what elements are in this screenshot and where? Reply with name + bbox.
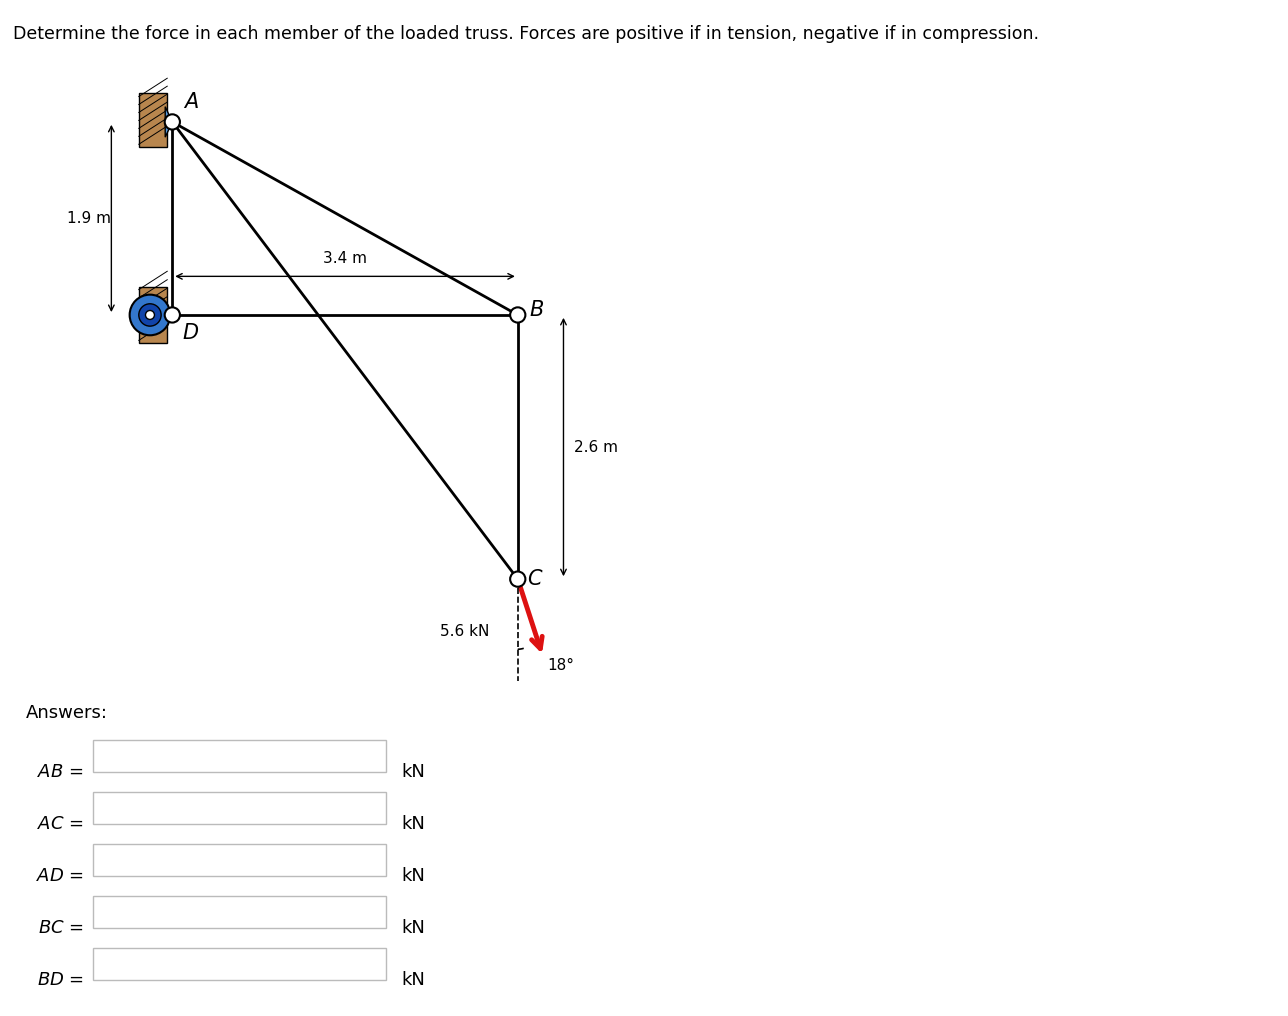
- Text: 5.6 kN: 5.6 kN: [440, 625, 489, 639]
- Text: kN: kN: [402, 919, 426, 937]
- Circle shape: [510, 571, 526, 587]
- Bar: [93, 896, 386, 929]
- Text: Determine the force in each member of the loaded truss. Forces are positive if i: Determine the force in each member of th…: [13, 25, 1039, 44]
- Text: kN: kN: [402, 815, 426, 833]
- Polygon shape: [165, 107, 173, 137]
- Text: kN: kN: [402, 868, 426, 885]
- Text: 1.9 m: 1.9 m: [67, 211, 111, 226]
- Text: kN: kN: [402, 971, 426, 990]
- Text: $\mathit{BD}$ =: $\mathit{BD}$ =: [36, 971, 84, 990]
- Polygon shape: [139, 93, 167, 147]
- Text: $\mathit{D}$: $\mathit{D}$: [182, 323, 200, 343]
- Polygon shape: [139, 287, 167, 343]
- Text: 18°: 18°: [547, 658, 574, 673]
- Text: $\mathit{AC}$ =: $\mathit{AC}$ =: [37, 815, 84, 833]
- Bar: [93, 791, 386, 824]
- Text: 3.4 m: 3.4 m: [323, 251, 367, 265]
- Circle shape: [146, 311, 155, 319]
- Circle shape: [165, 307, 180, 323]
- Text: 2.6 m: 2.6 m: [574, 440, 618, 454]
- Circle shape: [130, 295, 170, 335]
- Text: $\mathit{B}$: $\mathit{B}$: [528, 300, 544, 320]
- Text: $\mathit{BC}$ =: $\mathit{BC}$ =: [37, 919, 84, 937]
- Text: $\mathit{A}$: $\mathit{A}$: [183, 91, 198, 112]
- Bar: [93, 948, 386, 980]
- Text: $\mathit{AD}$ =: $\mathit{AD}$ =: [36, 868, 84, 885]
- Circle shape: [165, 115, 180, 130]
- Text: $\mathit{C}$: $\mathit{C}$: [527, 569, 544, 589]
- Circle shape: [139, 304, 161, 326]
- Bar: [93, 740, 386, 772]
- Text: $\mathit{AB}$ =: $\mathit{AB}$ =: [37, 763, 84, 781]
- Text: kN: kN: [402, 763, 426, 781]
- Circle shape: [510, 307, 526, 323]
- Bar: [93, 843, 386, 876]
- Text: Answers:: Answers:: [26, 704, 108, 722]
